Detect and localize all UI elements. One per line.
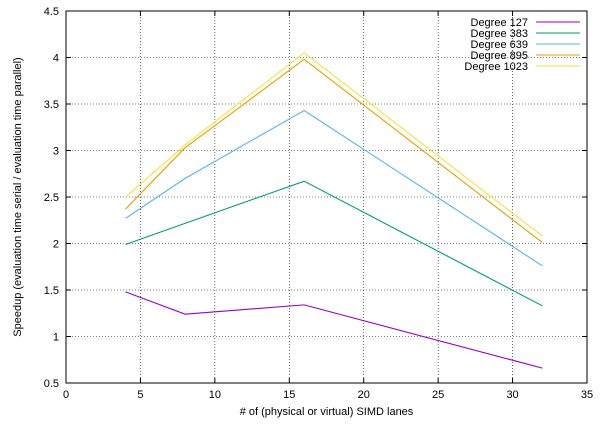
x-tick-label: 30 bbox=[506, 389, 518, 401]
series-line-degree-895 bbox=[125, 58, 543, 244]
y-tick-label: 3 bbox=[53, 146, 59, 158]
legend-label: Degree 1023 bbox=[464, 61, 528, 73]
x-tick-label: 35 bbox=[581, 389, 593, 401]
y-tick-label: 3.5 bbox=[44, 99, 59, 111]
x-tick-label: 10 bbox=[209, 389, 221, 401]
y-tick-label: 4.5 bbox=[44, 6, 59, 18]
x-axis-label: # of (physical or virtual) SIMD lanes bbox=[240, 406, 414, 418]
x-tick-label: 15 bbox=[283, 389, 295, 401]
y-tick-label: 4 bbox=[53, 53, 59, 65]
series-line-degree-1023 bbox=[125, 52, 543, 237]
x-tick-label: 5 bbox=[137, 389, 143, 401]
y-tick-label: 0.5 bbox=[44, 378, 59, 390]
series-line-degree-127 bbox=[125, 291, 543, 369]
y-tick-label: 1.5 bbox=[44, 285, 59, 297]
x-tick-label: 20 bbox=[358, 389, 370, 401]
y-tick-label: 1 bbox=[53, 332, 59, 344]
y-tick-label: 2.5 bbox=[44, 192, 59, 204]
legend-label: Degree 895 bbox=[471, 50, 529, 62]
series-line-degree-383 bbox=[125, 180, 543, 307]
axis-ticks: 0 5 10 15 20 25 30 35 0.5 1 1.5 2 2.5 3 3.5 4 4.5 bbox=[44, 6, 593, 401]
y-tick-label: 2 bbox=[53, 239, 59, 251]
legend-label: Degree 639 bbox=[471, 39, 529, 51]
series-lines bbox=[125, 52, 543, 369]
x-tick-label: 25 bbox=[432, 389, 444, 401]
series-line-degree-639 bbox=[125, 109, 543, 267]
legend-label: Degree 383 bbox=[471, 28, 529, 40]
legend-label: Degree 127 bbox=[471, 17, 529, 29]
x-tick-label: 0 bbox=[63, 389, 69, 401]
y-axis-label: Speedup (evaluation time serial / evalua… bbox=[12, 57, 24, 336]
